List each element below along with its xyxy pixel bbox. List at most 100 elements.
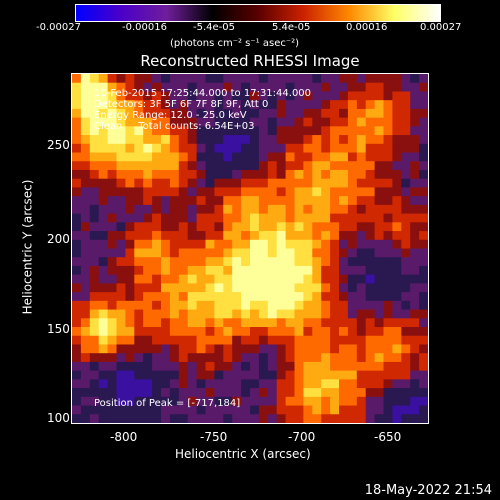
heatmap-cell xyxy=(294,169,304,180)
heatmap-cell xyxy=(250,126,260,136)
heatmap-cell xyxy=(294,239,304,250)
heatmap-cell xyxy=(223,335,233,346)
heatmap-cell xyxy=(214,126,224,136)
heatmap-cell xyxy=(241,196,251,206)
heatmap-cell xyxy=(365,388,376,398)
heatmap-cell xyxy=(80,353,91,363)
heatmap-cell xyxy=(232,335,242,346)
heatmap-cell xyxy=(321,82,331,93)
heatmap-cell xyxy=(321,344,331,354)
heatmap-cell xyxy=(276,135,287,145)
heatmap-cell xyxy=(392,135,402,145)
heatmap-cell xyxy=(134,309,144,319)
heatmap-cell xyxy=(419,257,429,267)
heatmap-cell xyxy=(347,265,358,276)
y-tick-label: 250 xyxy=(47,138,70,152)
heatmap-cell xyxy=(223,370,233,380)
heatmap-cell xyxy=(347,248,358,258)
heatmap-cell xyxy=(169,353,180,363)
heatmap-cell xyxy=(125,100,135,110)
heatmap-cell xyxy=(383,405,393,415)
heatmap-cell xyxy=(178,370,189,380)
heatmap-cell xyxy=(276,388,287,398)
heatmap-cell xyxy=(241,108,251,119)
heatmap-cell xyxy=(134,187,144,197)
heatmap-cell xyxy=(107,169,118,180)
heatmap-cell xyxy=(125,231,135,241)
heatmap-cell xyxy=(392,257,402,267)
heatmap-cell xyxy=(303,74,313,84)
heatmap-cell xyxy=(116,274,126,284)
heatmap-cell xyxy=(330,388,340,398)
heatmap-cell xyxy=(205,309,215,319)
heatmap-cell xyxy=(383,283,393,293)
heatmap-cell xyxy=(178,335,189,346)
heatmap-cell xyxy=(98,353,109,363)
heatmap-cell xyxy=(374,135,385,145)
heatmap-cell xyxy=(152,143,162,154)
heatmap-cell xyxy=(98,91,109,101)
heatmap-cell xyxy=(410,187,420,197)
heatmap-cell xyxy=(187,300,198,311)
heatmap-cell xyxy=(196,169,207,180)
heatmap-cell xyxy=(276,300,287,311)
heatmap-cell xyxy=(410,82,420,93)
heatmap-cell xyxy=(125,318,135,328)
heatmap-cell xyxy=(267,143,278,154)
heatmap-cell xyxy=(285,239,296,250)
heatmap-cell xyxy=(116,379,126,389)
heatmap-cell xyxy=(330,274,340,284)
heatmap-cell xyxy=(214,108,224,119)
heatmap-cell xyxy=(401,248,411,258)
heatmap-cell xyxy=(98,300,109,311)
heatmap-cell xyxy=(392,204,402,215)
heatmap-cell xyxy=(419,100,429,110)
heatmap-cell xyxy=(267,82,278,93)
heatmap-cell xyxy=(125,126,135,136)
heatmap-cell xyxy=(187,222,198,232)
heatmap-cell xyxy=(116,396,126,407)
heatmap-cell xyxy=(98,222,109,232)
heatmap-cell xyxy=(134,204,144,215)
heatmap-cell xyxy=(169,91,180,101)
heatmap-cell xyxy=(143,257,153,267)
heatmap-cell xyxy=(419,344,429,354)
heatmap-cell xyxy=(401,396,411,407)
heatmap-cell xyxy=(356,231,367,241)
heatmap-cell xyxy=(178,143,189,154)
heatmap-cell xyxy=(107,405,118,415)
heatmap-cell xyxy=(250,187,260,197)
heatmap-cell xyxy=(410,100,420,110)
heatmap-cell xyxy=(89,353,100,363)
heatmap-cell xyxy=(312,414,322,424)
heatmap-cell xyxy=(196,196,207,206)
heatmap-cell xyxy=(401,187,411,197)
heatmap-cell xyxy=(80,135,91,145)
heatmap-cell xyxy=(232,143,242,154)
heatmap-cell xyxy=(143,231,153,241)
heatmap-cell xyxy=(303,327,313,337)
heatmap-cell xyxy=(143,126,153,136)
heatmap-cell xyxy=(392,265,402,276)
heatmap-cell xyxy=(267,327,278,337)
heatmap-cell xyxy=(134,108,144,119)
heatmap-cell xyxy=(285,152,296,162)
heatmap-cell xyxy=(419,143,429,154)
heatmap-cell xyxy=(72,196,82,206)
heatmap-cell xyxy=(294,231,304,241)
heatmap-cell xyxy=(250,169,260,180)
heatmap-cell xyxy=(303,91,313,101)
heatmap-cell xyxy=(258,239,269,250)
heatmap-cell xyxy=(410,231,420,241)
heatmap-cell xyxy=(276,74,287,84)
heatmap-cell xyxy=(419,152,429,162)
heatmap-cell xyxy=(374,318,385,328)
heatmap-cell xyxy=(339,169,349,180)
heatmap-cell xyxy=(187,379,198,389)
heatmap-cell xyxy=(312,213,322,223)
heatmap-cell xyxy=(232,135,242,145)
heatmap-cell xyxy=(258,292,269,302)
heatmap-cell xyxy=(187,126,198,136)
heatmap-cell xyxy=(169,196,180,206)
heatmap-cell xyxy=(303,414,313,424)
